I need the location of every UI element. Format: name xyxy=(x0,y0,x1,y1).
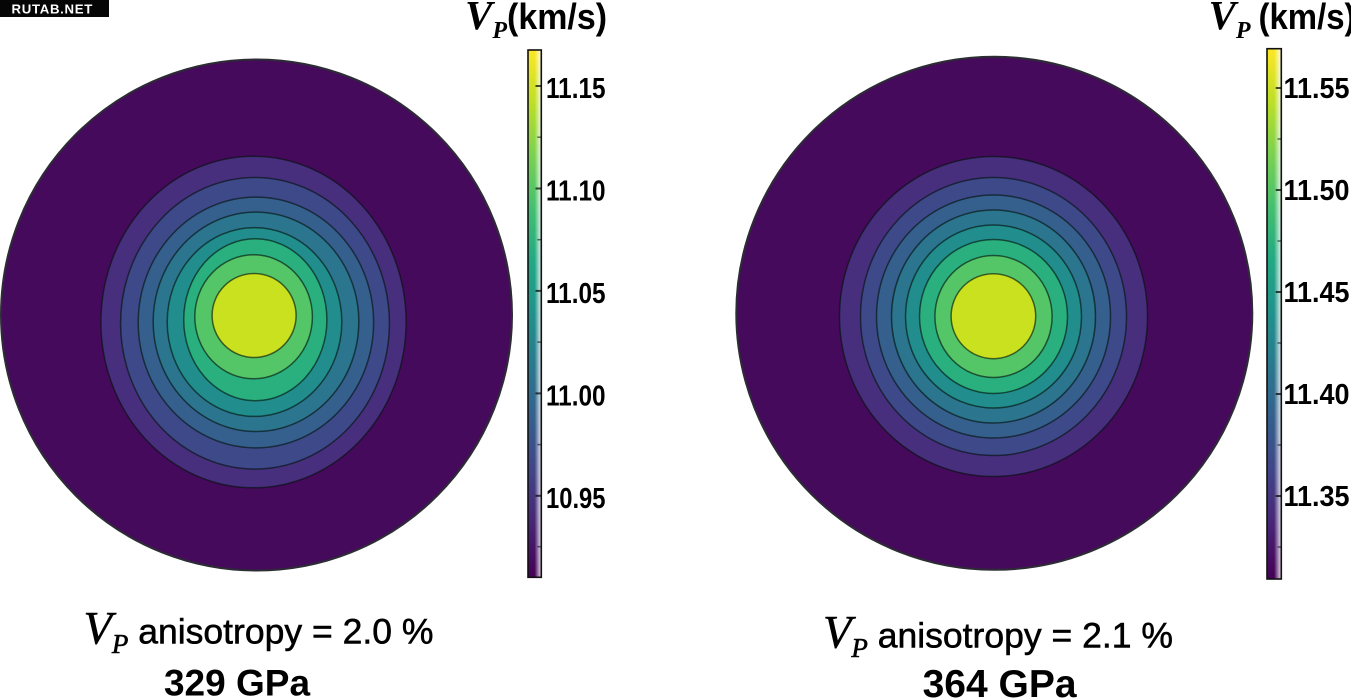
svg-text:RUTAB.NET: RUTAB.NET xyxy=(12,1,94,16)
svg-text:11.00: 11.00 xyxy=(546,380,606,412)
svg-text:VP anisotropy = 2.0 %: VP anisotropy = 2.0 % xyxy=(84,604,434,660)
svg-text:VP anisotropy = 2.1 %: VP anisotropy = 2.1 % xyxy=(823,608,1173,664)
svg-text:11.05: 11.05 xyxy=(546,278,606,310)
svg-text:VP(km/s): VP(km/s) xyxy=(465,0,607,44)
svg-text:VP(km/s): VP(km/s) xyxy=(1209,0,1351,44)
svg-text:364 GPa: 364 GPa xyxy=(923,663,1077,699)
svg-text:11.10: 11.10 xyxy=(546,176,606,208)
svg-text:11.15: 11.15 xyxy=(546,73,606,105)
svg-text:11.35: 11.35 xyxy=(1284,481,1350,513)
svg-text:10.95: 10.95 xyxy=(546,483,606,515)
svg-text:11.50: 11.50 xyxy=(1284,175,1350,207)
svg-text:329 GPa: 329 GPa xyxy=(164,663,310,699)
svg-text:11.40: 11.40 xyxy=(1284,379,1350,411)
svg-text:11.45: 11.45 xyxy=(1284,277,1350,309)
svg-text:11.55: 11.55 xyxy=(1284,73,1350,105)
